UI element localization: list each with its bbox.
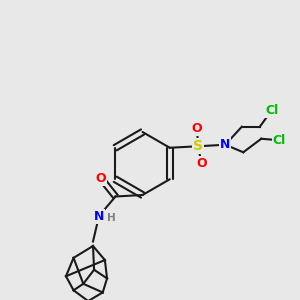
Text: O: O (191, 122, 202, 135)
Text: H: H (107, 214, 115, 223)
Text: Cl: Cl (273, 134, 286, 147)
Text: S: S (193, 139, 203, 153)
Text: Cl: Cl (273, 134, 286, 147)
Text: N: N (94, 209, 104, 223)
Text: Cl: Cl (265, 104, 278, 117)
Text: Cl: Cl (265, 104, 278, 117)
Text: H: H (107, 213, 116, 223)
Text: O: O (96, 172, 106, 185)
Text: O: O (196, 157, 207, 170)
Text: N: N (220, 138, 230, 151)
Text: O: O (191, 122, 202, 135)
Text: O: O (96, 172, 106, 185)
Text: N: N (220, 138, 230, 151)
Text: N: N (94, 209, 104, 223)
Text: S: S (193, 139, 203, 153)
Text: O: O (196, 157, 207, 170)
